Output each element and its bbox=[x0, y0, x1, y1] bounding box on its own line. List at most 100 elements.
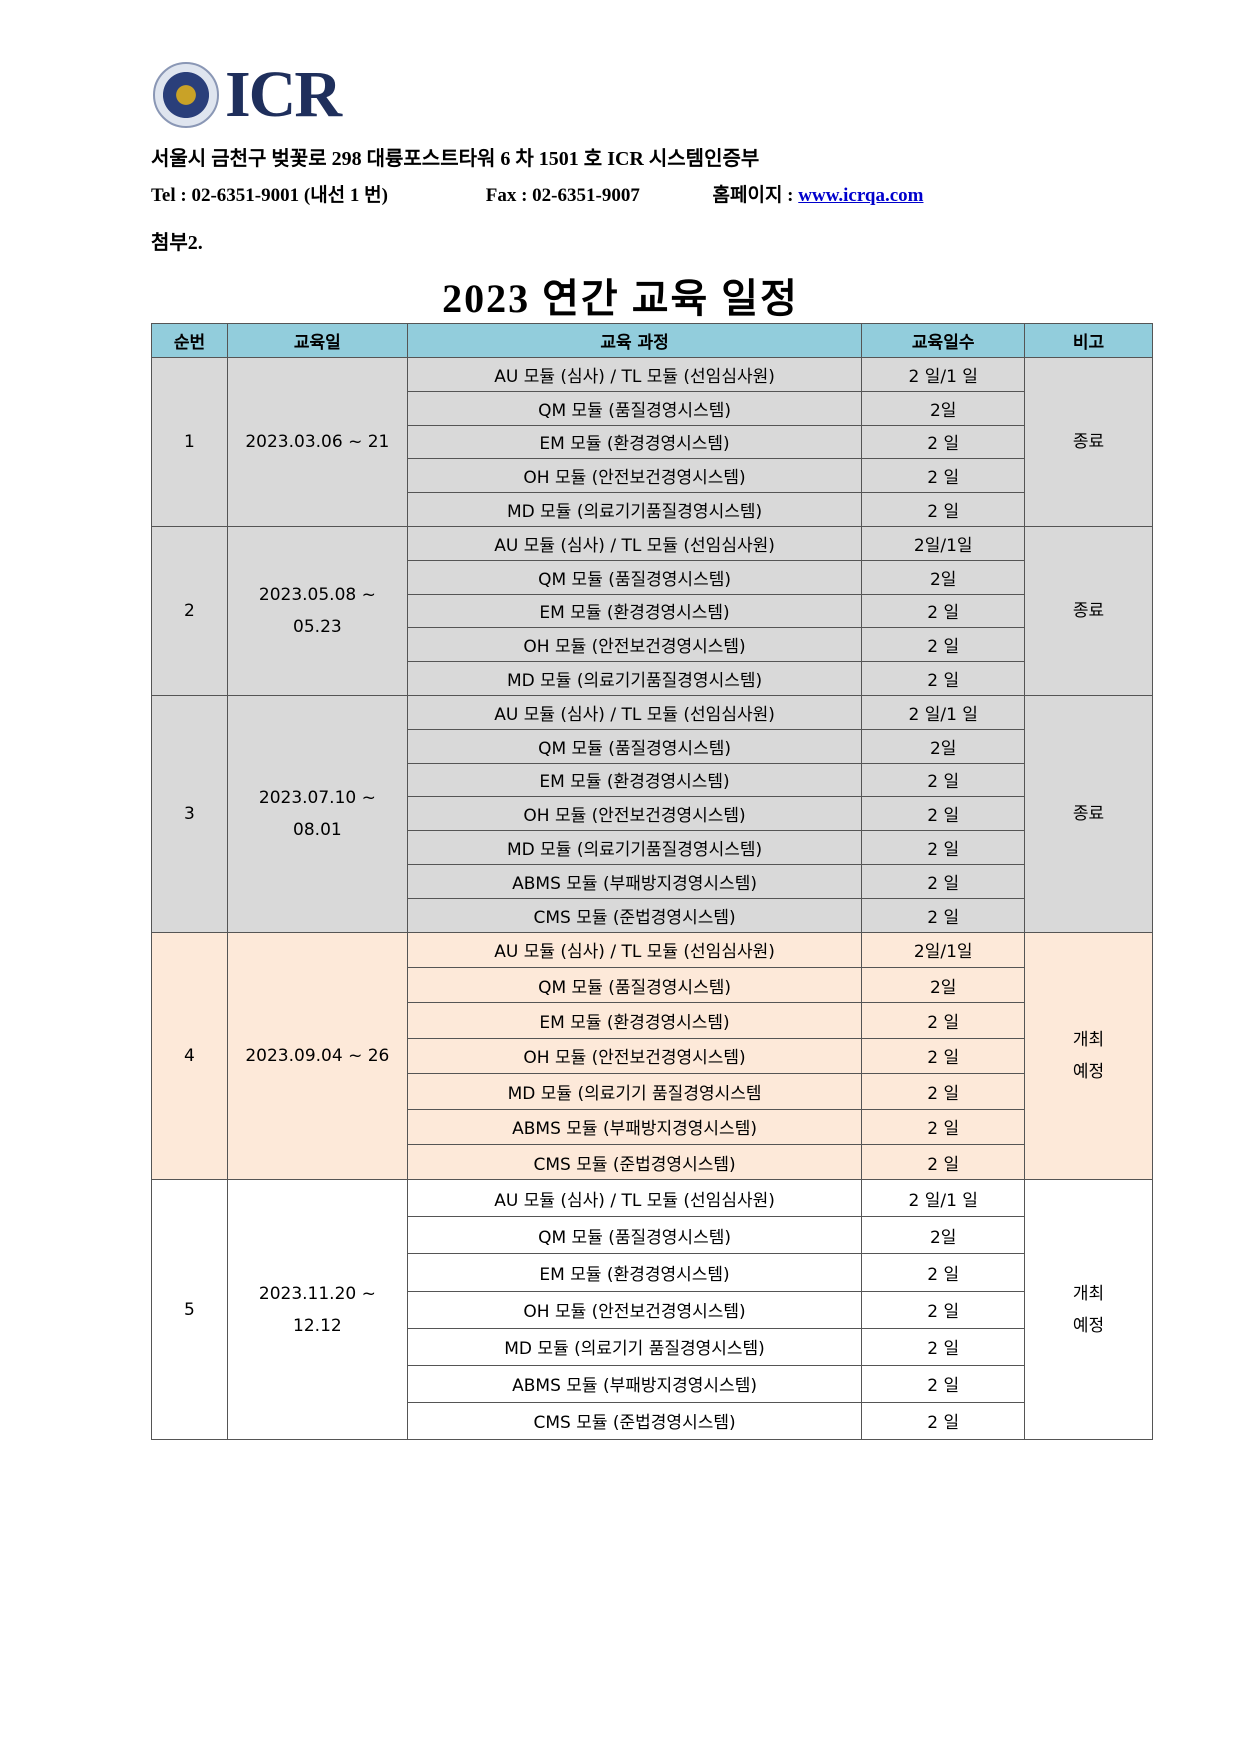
status-note: 개최 예정 bbox=[1024, 931, 1153, 1181]
course-name: MD 모듈 (의료기기 품질경영시스템) bbox=[406, 1327, 863, 1366]
course-days: 2 일 bbox=[861, 661, 1026, 696]
course-days: 2 일 bbox=[861, 1002, 1026, 1039]
course-days: 2 일/1 일 bbox=[861, 694, 1026, 730]
status-note: 종료 bbox=[1024, 357, 1153, 527]
course-days: 2 일 bbox=[861, 897, 1026, 933]
table-row: QM 모듈 (품질경영시스템) 2일 bbox=[152, 966, 1153, 1004]
date-line: 05.23 bbox=[293, 616, 342, 637]
date-line: 2023.09.04 ~ 26 bbox=[245, 1045, 390, 1066]
course-name: OH 모듈 (안전보건경영시스템) bbox=[406, 458, 863, 494]
course-days: 2 일 bbox=[861, 593, 1026, 629]
table-header-row: 순번 교육일 교육 과정 교육일수 비고 bbox=[151, 323, 1153, 358]
course-days: 2 일 bbox=[861, 1108, 1026, 1145]
table-row: MD 모듈 (의료기기품질경영시스템) 2 일 bbox=[152, 492, 1153, 527]
course-name: EM 모듈 (환경경영시스템) bbox=[406, 1002, 863, 1039]
table-row: 2 2023.05.08 ~ 05.23 AU 모듈 (심사) / TL 모듈 (선임… bbox=[151, 525, 1153, 696]
table-row: CMS 모듈 (준법경영시스템) 2 일 bbox=[152, 1401, 1153, 1440]
table-row: OH 모듈 (안전보건경영시스템) 2 일 bbox=[152, 627, 1153, 663]
course-name: QM 모듈 (품질경영시스템) bbox=[406, 1216, 863, 1255]
icr-logo: ICR bbox=[153, 62, 342, 128]
table-row: QM 모듈 (품질경영시스템) 2일 bbox=[152, 390, 1153, 426]
course-name: CMS 모듈 (준법경영시스템) bbox=[406, 1401, 863, 1440]
course-name: OH 모듈 (안전보건경영시스템) bbox=[406, 627, 863, 663]
course-name: MD 모듈 (의료기기품질경영시스템) bbox=[406, 492, 863, 527]
table-row: CMS 모듈 (준법경영시스템) 2 일 bbox=[152, 897, 1153, 933]
session-dates: 2023.03.06 ~ 21 bbox=[226, 357, 408, 527]
course-name: QM 모듈 (품질경영시스템) bbox=[406, 728, 863, 764]
table-row: QM 모듈 (품질경영시스템) 2일 bbox=[152, 559, 1153, 595]
course-days: 2 일 bbox=[861, 1253, 1026, 1292]
status-note: 종료 bbox=[1024, 525, 1153, 696]
table-row: MD 모듈 (의료기기품질경영시스템) 2 일 bbox=[152, 830, 1153, 865]
course-days: 2 일 bbox=[861, 830, 1026, 865]
course-name: OH 모듈 (안전보건경영시스템) bbox=[406, 796, 863, 832]
column-header: 순번 bbox=[151, 323, 228, 358]
table-row: EM 모듈 (환경경영시스템) 2 일 bbox=[152, 762, 1153, 798]
course-name: AU 모듈 (심사) / TL 모듈 (선임심사원) bbox=[406, 1179, 863, 1218]
table-row: OH 모듈 (안전보건경영시스템) 2 일 bbox=[152, 458, 1153, 494]
session-number: 5 bbox=[151, 1179, 228, 1440]
course-days: 2 일 bbox=[861, 796, 1026, 832]
table-row: MD 모듈 (의료기기품질경영시스템) 2 일 bbox=[152, 661, 1153, 696]
course-name: AU 모듈 (심사) / TL 모듈 (선임심사원) bbox=[406, 931, 863, 968]
table-row: MD 모듈 (의료기기 품질경영시스템) 2 일 bbox=[152, 1327, 1153, 1366]
course-days: 2 일 bbox=[861, 1290, 1026, 1329]
course-name: AU 모듈 (심사) / TL 모듈 (선임심사원) bbox=[406, 525, 863, 561]
date-line: 2023.11.20 ~ bbox=[258, 1283, 376, 1304]
table-row: 3 2023.07.10 ~ 08.01 AU 모듈 (심사) / TL 모듈 (선임… bbox=[151, 694, 1153, 933]
course-name: QM 모듈 (품질경영시스템) bbox=[406, 390, 863, 426]
status-line: 예정 bbox=[1072, 1061, 1105, 1082]
course-days: 2 일/1 일 bbox=[861, 357, 1026, 392]
table-row: CMS 모듈 (준법경영시스템) 2 일 bbox=[152, 1143, 1153, 1181]
course-name: ABMS 모듈 (부패방지경영시스템) bbox=[406, 863, 863, 899]
date-line: 2023.03.06 ~ 21 bbox=[245, 431, 390, 452]
course-days: 2 일 bbox=[861, 863, 1026, 899]
course-days: 2 일 bbox=[861, 424, 1026, 460]
course-name: EM 모듈 (환경경영시스템) bbox=[406, 593, 863, 629]
course-days: 2일 bbox=[861, 1216, 1026, 1255]
table-row: 1 2023.03.06 ~ 21 AU 모듈 (심사) / TL 모듈 (선임심사… bbox=[151, 357, 1153, 527]
table-row: 5 2023.11.20 ~ 12.12 AU 모듈 (심사) / TL 모듈 (선임… bbox=[151, 1179, 1153, 1440]
session-dates: 2023.07.10 ~ 08.01 bbox=[226, 694, 408, 933]
table-row: MD 모듈 (의료기기 품질경영시스템 2 일 bbox=[152, 1073, 1153, 1110]
column-header: 교육 과정 bbox=[406, 323, 863, 358]
course-days: 2일 bbox=[861, 390, 1026, 426]
course-days: 2 일 bbox=[861, 1401, 1026, 1440]
status-note: 개최 예정 bbox=[1024, 1179, 1153, 1440]
session-number: 1 bbox=[151, 357, 228, 527]
icr-seal-icon bbox=[153, 62, 219, 128]
homepage-label: 홈페이지 : bbox=[712, 185, 794, 206]
course-name: QM 모듈 (품질경영시스템) bbox=[406, 559, 863, 595]
table-row: 4 2023.09.04 ~ 26 AU 모듈 (심사) / TL 모듈 (선임심사… bbox=[151, 931, 1153, 1181]
column-header: 교육일 bbox=[226, 323, 408, 358]
session-number: 3 bbox=[151, 694, 228, 933]
fax: Fax : 02-6351-9007 bbox=[485, 185, 640, 206]
course-name: MD 모듈 (의료기기품질경영시스템) bbox=[406, 661, 863, 696]
session-dates: 2023.11.20 ~ 12.12 bbox=[226, 1179, 408, 1440]
course-days: 2일/1일 bbox=[861, 525, 1026, 561]
course-days: 2 일/1 일 bbox=[861, 1179, 1026, 1218]
session-dates: 2023.09.04 ~ 26 bbox=[226, 931, 408, 1181]
session-dates: 2023.05.08 ~ 05.23 bbox=[226, 525, 408, 696]
course-days: 2 일 bbox=[861, 458, 1026, 494]
table-row: ABMS 모듈 (부패방지경영시스템) 2 일 bbox=[152, 1364, 1153, 1403]
course-name: AU 모듈 (심사) / TL 모듈 (선임심사원) bbox=[406, 357, 863, 392]
course-days: 2 일 bbox=[861, 492, 1026, 527]
date-line: 12.12 bbox=[293, 1315, 342, 1336]
session-number: 4 bbox=[151, 931, 228, 1181]
attachment-label: 첨부2. bbox=[151, 232, 203, 254]
course-days: 2일 bbox=[861, 559, 1026, 595]
page-title: 2023 연간 교육 일정 bbox=[442, 276, 799, 321]
tel: Tel : 02-6351-9001 (내선 1 번) bbox=[151, 185, 388, 206]
course-name: ABMS 모듈 (부패방지경영시스템) bbox=[406, 1108, 863, 1145]
course-name: CMS 모듈 (준법경영시스템) bbox=[406, 1143, 863, 1181]
contact-line: Tel : 02-6351-9001 (내선 1 번) Fax : 02-635… bbox=[151, 180, 924, 207]
session-number: 2 bbox=[151, 525, 228, 696]
course-name: ABMS 모듈 (부패방지경영시스템) bbox=[406, 1364, 863, 1403]
table-row: QM 모듈 (품질경영시스템) 2일 bbox=[152, 1216, 1153, 1255]
table-row: OH 모듈 (안전보건경영시스템) 2 일 bbox=[152, 796, 1153, 832]
status-line: 종료 bbox=[1072, 803, 1105, 824]
course-days: 2 일 bbox=[861, 1037, 1026, 1075]
homepage-link[interactable]: www.icrqa.com bbox=[798, 185, 924, 206]
